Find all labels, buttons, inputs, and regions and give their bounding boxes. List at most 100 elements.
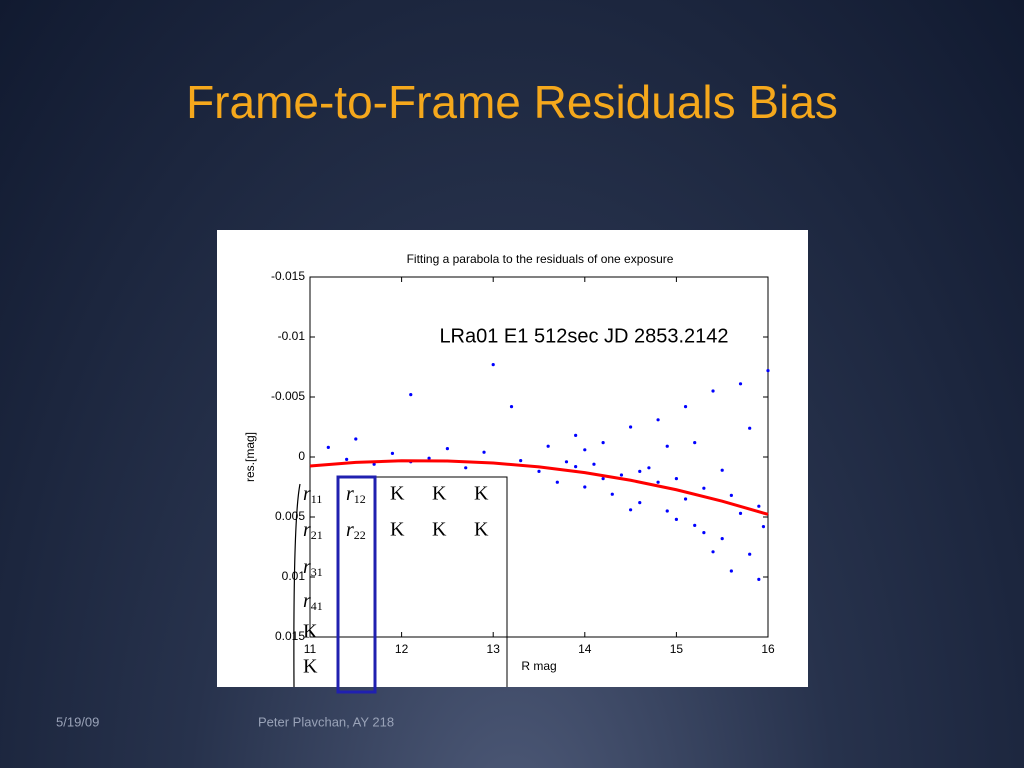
data-point xyxy=(482,450,486,454)
data-point xyxy=(345,457,349,461)
matrix-cell: r31 xyxy=(303,556,323,579)
data-point xyxy=(693,523,697,528)
data-point xyxy=(519,459,523,463)
data-point xyxy=(583,485,587,489)
data-point xyxy=(610,492,614,496)
matrix-cell: K xyxy=(390,519,405,541)
data-point xyxy=(766,369,770,373)
matrix-symbol: r xyxy=(346,483,354,505)
x-tick-label: 16 xyxy=(761,642,775,656)
data-point xyxy=(647,466,651,470)
matrix-cell: r22 xyxy=(346,519,366,542)
matrix-cell: r12 xyxy=(346,483,366,506)
data-point xyxy=(711,550,715,554)
data-point xyxy=(656,418,660,422)
matrix-subscript: 22 xyxy=(354,528,366,542)
data-point xyxy=(683,497,688,501)
data-point xyxy=(711,389,715,393)
data-point xyxy=(491,363,495,367)
data-point xyxy=(445,447,449,451)
data-point xyxy=(757,577,761,582)
x-axis-label: R mag xyxy=(521,659,556,673)
data-point xyxy=(537,469,541,473)
data-point xyxy=(748,552,752,556)
figure-background xyxy=(217,230,808,687)
x-tick-label: 15 xyxy=(670,642,684,656)
x-tick-label: 14 xyxy=(578,642,592,656)
matrix-symbol: r xyxy=(346,519,354,541)
data-point xyxy=(464,466,468,470)
x-tick-label: 13 xyxy=(487,642,501,656)
y-tick-label: -0.015 xyxy=(271,269,305,283)
data-point xyxy=(427,456,431,460)
matrix-subscript: 12 xyxy=(354,492,366,506)
data-point xyxy=(665,444,669,448)
y-tick-label: 0 xyxy=(298,449,305,463)
data-point xyxy=(761,525,766,529)
data-point xyxy=(674,477,679,481)
data-point xyxy=(601,441,605,445)
data-point xyxy=(574,433,578,437)
data-point xyxy=(326,445,330,449)
chart-title: Fitting a parabola to the residuals of o… xyxy=(407,252,674,266)
matrix-cell: K xyxy=(474,519,489,541)
data-point xyxy=(509,405,514,409)
matrix-cell: r41 xyxy=(303,590,323,613)
matrix-symbol: r xyxy=(303,590,311,612)
matrix-symbol: r xyxy=(303,556,311,578)
matrix-symbol: r xyxy=(303,519,311,541)
y-tick-label: 0.005 xyxy=(275,509,305,523)
matrix-symbol: r xyxy=(303,483,311,505)
data-point xyxy=(409,393,413,397)
matrix-cell: r11 xyxy=(303,483,322,506)
data-point xyxy=(729,493,733,497)
data-point xyxy=(720,468,724,472)
y-tick-label: 0.015 xyxy=(275,629,305,643)
matrix-cell: K xyxy=(390,483,405,505)
data-point xyxy=(583,448,587,452)
data-point xyxy=(738,382,743,386)
data-point xyxy=(546,444,550,448)
data-point xyxy=(629,508,633,512)
data-point xyxy=(638,501,642,505)
y-tick-label: -0.01 xyxy=(278,329,306,343)
data-point xyxy=(372,462,376,466)
box-outline xyxy=(340,476,508,687)
data-point xyxy=(638,469,642,473)
matrix-subscript: 21 xyxy=(311,528,323,542)
bracket xyxy=(293,483,301,688)
data-point xyxy=(693,441,697,445)
data-point xyxy=(592,462,596,466)
matrix-cell: K xyxy=(303,621,318,643)
slide-title: Frame-to-Frame Residuals Bias xyxy=(186,76,838,128)
y-tick-label: -0.005 xyxy=(271,389,305,403)
data-point xyxy=(390,451,395,455)
matrix-cell: r21 xyxy=(303,519,323,542)
annotation: LRa01 E1 512sec JD 2853.2142 xyxy=(439,325,728,347)
x-tick-label: 12 xyxy=(395,642,409,656)
matrix-cell: K xyxy=(432,483,447,505)
column-highlight xyxy=(336,475,377,694)
matrix-subscript: 11 xyxy=(311,492,323,506)
data-point xyxy=(757,504,761,508)
data-point xyxy=(656,480,660,484)
data-point xyxy=(702,531,706,535)
footer-date: 5/19/09 xyxy=(56,714,99,729)
data-point xyxy=(665,509,669,513)
data-point xyxy=(674,517,679,522)
data-point xyxy=(574,465,578,469)
data-point xyxy=(683,405,688,409)
matrix-cell: K xyxy=(474,483,489,505)
data-point xyxy=(720,537,724,541)
fit-line xyxy=(309,459,769,516)
data-point xyxy=(738,511,743,515)
matrix-cell: K xyxy=(432,519,447,541)
data-point xyxy=(619,473,624,477)
y-axis-label: res.[mag] xyxy=(243,432,257,482)
data-point xyxy=(748,426,752,430)
data-point xyxy=(702,486,706,490)
matrix-subscript: 31 xyxy=(311,565,323,579)
y-tick-label: 0.01 xyxy=(282,569,306,583)
